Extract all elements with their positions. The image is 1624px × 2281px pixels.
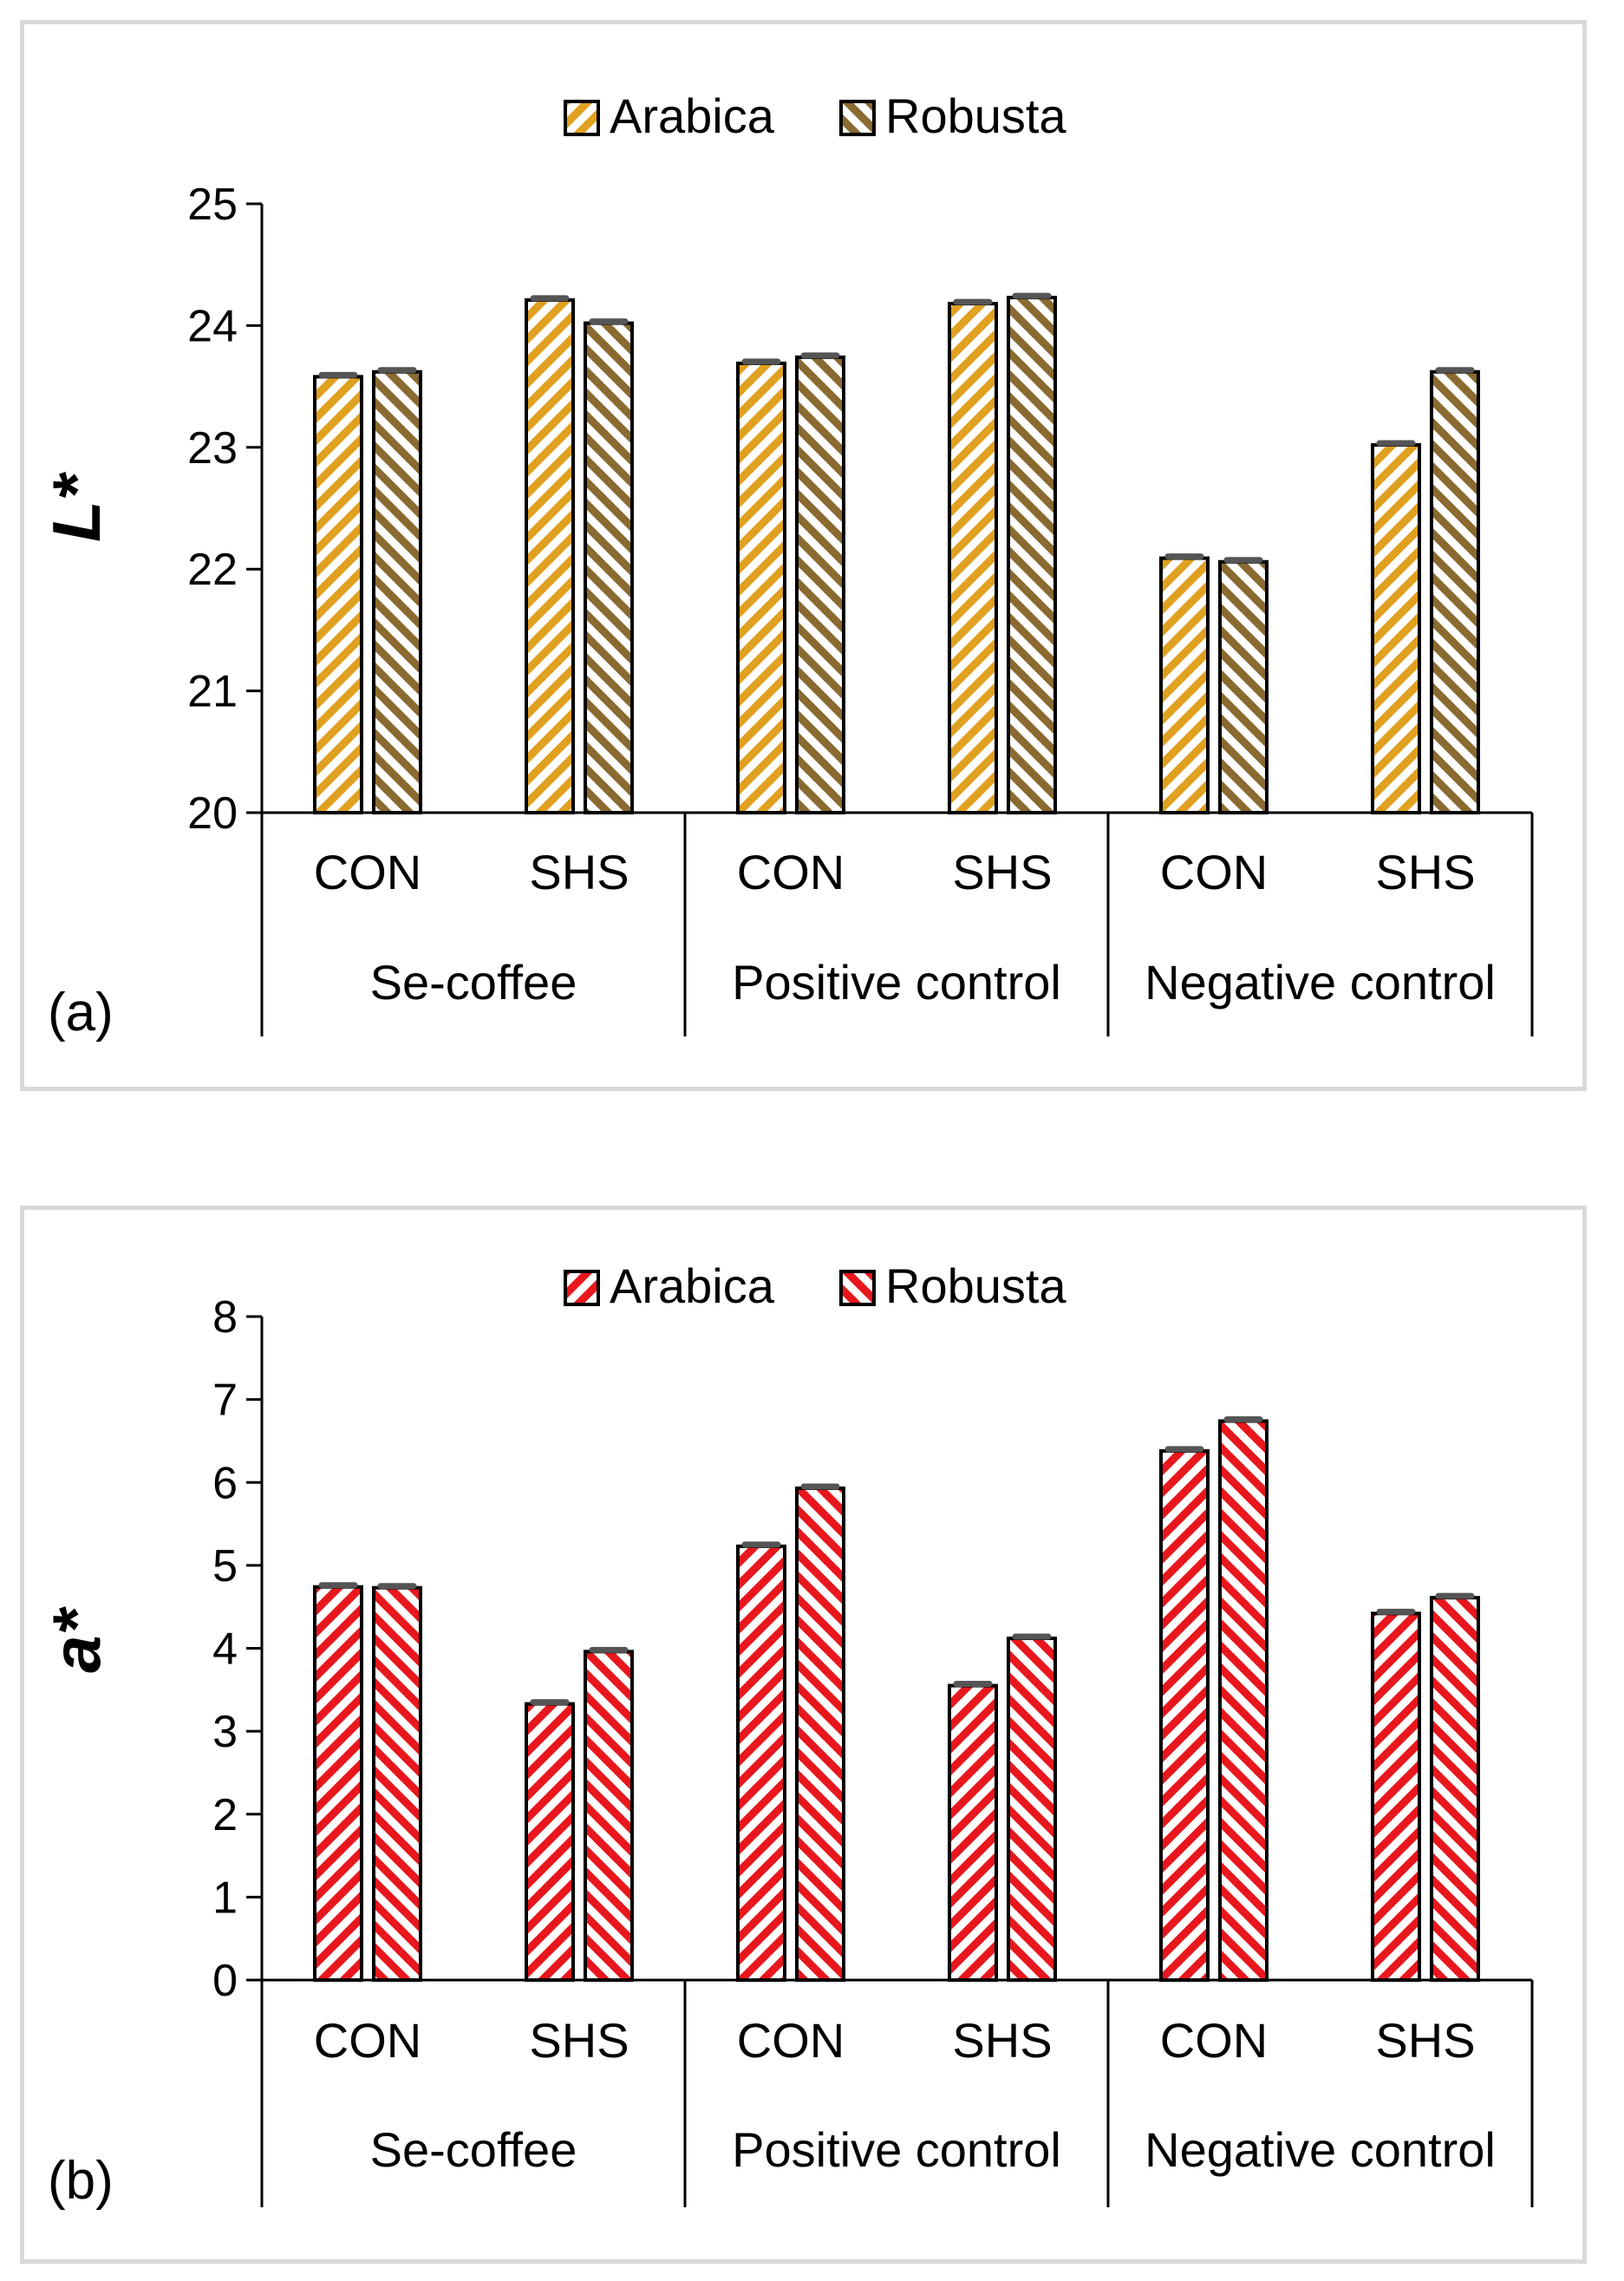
legend-label-arabica: Arabica [610,88,775,143]
group-label: Negative control [1145,2122,1496,2177]
bar-robusta [584,321,634,815]
category-label: CON [1160,845,1268,899]
bar-arabica [313,375,363,814]
legend-swatch-arabica [564,100,600,136]
y-tick-label: 4 [212,1624,238,1675]
bar-robusta [372,1585,422,1982]
bar-arabica [736,1544,786,1982]
y-tick-label: 7 [212,1376,238,1426]
bar-robusta [1007,296,1057,815]
bar-arabica [525,1702,575,1982]
y-tick-label: 20 [187,788,238,839]
legend-label-robusta: Robusta [885,1258,1066,1313]
bar-arabica [1159,1448,1210,1982]
legend-swatch-arabica [564,1270,600,1306]
bar-arabica [525,297,575,814]
bar-arabica [948,1683,998,1982]
category-label: SHS [952,2013,1052,2068]
category-label: CON [1160,2013,1268,2068]
legend-label-arabica: Arabica [610,1258,775,1313]
category-label: SHS [529,2013,629,2068]
category-label: CON [314,2013,421,2068]
group-label: Positive control [732,2122,1061,2177]
y-tick-label: 3 [212,1707,238,1757]
bar-arabica [736,361,786,814]
y-tick-label: 6 [212,1458,238,1508]
y-tick-label: 22 [187,545,238,595]
category-label: SHS [529,845,629,899]
y-tick-label: 21 [187,667,238,717]
category-label: SHS [1375,2013,1475,2068]
category-label: SHS [952,845,1052,899]
chart-a: 20 21 22 23 24 25 L* CON SHS CON SHS CON SHS Se-coffe… [38,88,1534,1042]
chart-b: 0 1 2 3 4 5 6 7 8 a* CON SHS CON SHS CON SHS Se-coffee Po… [38,1258,1534,2211]
bar-robusta [1007,1637,1057,1983]
category-label: CON [737,2013,845,2068]
bar-robusta [1218,559,1269,814]
y-tick-label: 23 [187,423,238,474]
bar-robusta [584,1650,634,1982]
bar-arabica [948,302,998,814]
y-tick-label: 0 [212,1956,238,2006]
legend-label-robusta: Robusta [885,88,1066,143]
legend-swatch-robusta [839,100,876,136]
y-tick-label: 25 [187,180,238,230]
category-label: CON [737,845,845,899]
y-tick-label: 8 [212,1292,238,1343]
y-axis-title: a* [38,1605,114,1672]
group-label: Positive control [732,955,1061,1010]
legend-swatch-robusta [839,1270,876,1306]
category-label: SHS [1375,845,1475,899]
group-label: Se-coffee [370,2122,577,2177]
group-label: Negative control [1145,955,1496,1010]
bar-robusta [1430,369,1480,814]
y-axis-title: L* [38,471,114,542]
bar-robusta [1218,1419,1269,1983]
bar-robusta [372,369,422,814]
panel-label: (a) [48,983,114,1042]
bar-robusta [795,355,845,814]
bar-robusta [1430,1596,1480,1982]
y-tick-label: 2 [212,1790,238,1840]
y-tick-label: 5 [212,1541,238,1591]
bar-arabica [1159,556,1210,815]
bar-arabica [313,1585,363,1983]
bar-arabica [1371,1611,1421,1983]
bar-arabica [1371,442,1421,814]
y-tick-label: 1 [212,1873,238,1923]
panel-label: (b) [48,2151,114,2211]
y-tick-label: 24 [187,301,238,351]
category-label: CON [314,845,421,899]
group-label: Se-coffee [370,955,577,1010]
bar-robusta [795,1486,845,1982]
